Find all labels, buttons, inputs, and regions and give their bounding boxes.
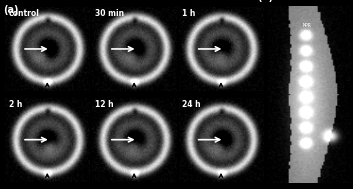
Text: 1 h: 1 h — [183, 9, 196, 19]
Text: (a): (a) — [3, 5, 18, 15]
Text: 2 h: 2 h — [9, 100, 22, 109]
Text: 12 h: 12 h — [96, 100, 114, 109]
Text: (b): (b) — [258, 0, 274, 2]
Text: 24 h: 24 h — [183, 100, 201, 109]
Text: MPR
[M]: MPR [M] — [303, 23, 312, 34]
Text: control: control — [9, 9, 40, 19]
Text: 30 min: 30 min — [96, 9, 125, 19]
